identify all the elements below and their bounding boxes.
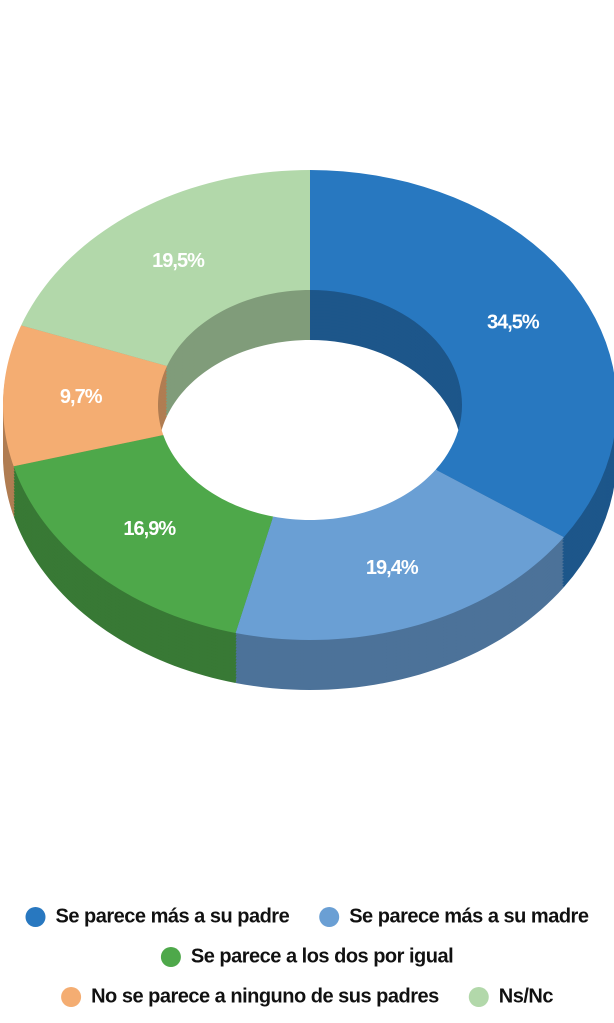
legend-row: No se parece a ninguno de sus padres Ns/N… (61, 985, 554, 1007)
legend-marker (160, 947, 181, 967)
slice (3, 325, 167, 467)
value-label: 16,9% (123, 518, 176, 540)
legend-label: Ns/Nc (499, 985, 554, 1007)
legend-row: Se parece a los dos por igual (160, 945, 454, 967)
legend-marker (25, 907, 46, 927)
value-label: 9,7% (60, 386, 103, 408)
legend-label: Se parece a los dos por igual (191, 945, 453, 967)
slice (21, 170, 311, 367)
value-label: 34,5% (487, 311, 540, 333)
legend-label: No se parece a ninguno de sus padres (91, 985, 439, 1007)
legend-label: Se parece más a su padre (56, 905, 290, 927)
slice (310, 170, 614, 538)
legend-marker (319, 907, 340, 927)
legend-row: Se parece más a su padre Se parece más a … (25, 905, 589, 927)
value-label: 19,5% (152, 250, 205, 272)
slice (13, 435, 274, 633)
slice (235, 469, 564, 640)
legend-marker (61, 987, 82, 1007)
value-label: 19,4% (366, 557, 419, 579)
legend-label: Se parece más a su madre (349, 905, 589, 927)
legend-marker (468, 987, 489, 1007)
